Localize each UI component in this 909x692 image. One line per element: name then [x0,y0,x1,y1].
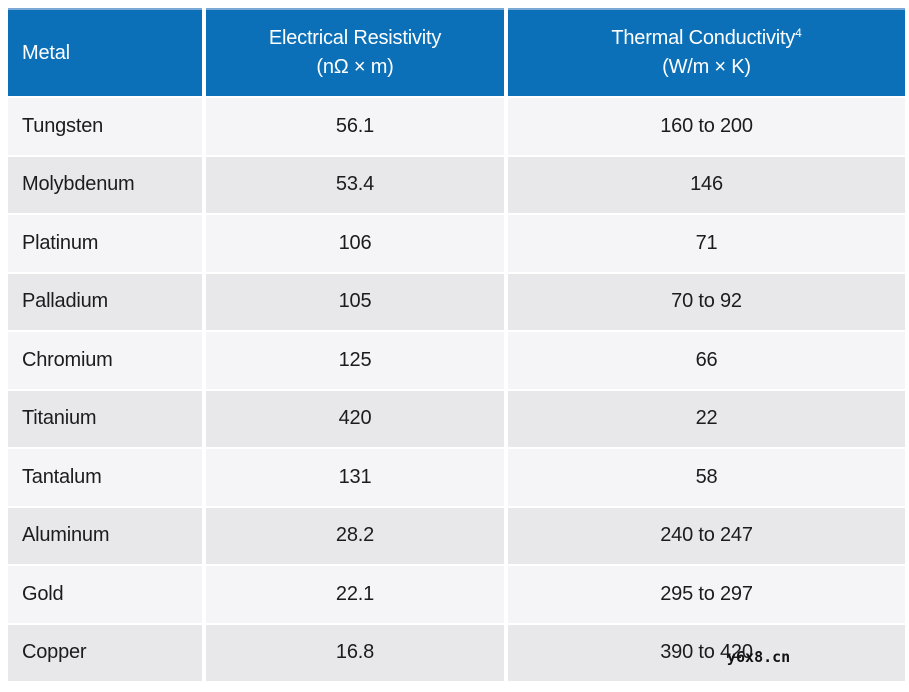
cell-resistivity: 22.1 [206,566,504,623]
table-row: Copper 16.8 390 to 420 [8,624,905,681]
cell-metal: Titanium [8,390,202,447]
cell-resistivity: 16.8 [206,624,504,681]
cell-resistivity: 105 [206,273,504,330]
cell-resistivity: 106 [206,215,504,272]
header-cell-conductivity: Thermal Conductivity4 (W/m × K) [508,8,905,96]
cell-conductivity: 390 to 420 [508,624,905,681]
cell-metal: Gold [8,566,202,623]
cell-metal: Aluminum [8,507,202,564]
cell-metal: Tungsten [8,98,202,155]
header-cell-resistivity: Electrical Resistivity (nΩ × m) [206,8,504,96]
cell-resistivity: 131 [206,449,504,506]
cell-resistivity: 56.1 [206,98,504,155]
cell-metal: Palladium [8,273,202,330]
cell-metal: Chromium [8,332,202,389]
table-row: Titanium 420 22 [8,390,905,447]
cell-conductivity: 22 [508,390,905,447]
cell-conductivity: 295 to 297 [508,566,905,623]
cell-conductivity: 70 to 92 [508,273,905,330]
cell-conductivity: 66 [508,332,905,389]
header-unit-conductivity: (W/m × K) [662,56,751,78]
table-row: Gold 22.1 295 to 297 [8,566,905,623]
table-row: Palladium 105 70 to 92 [8,273,905,330]
table-row: Tantalum 131 58 [8,449,905,506]
header-label-metal: Metal [22,41,70,64]
cell-resistivity: 420 [206,390,504,447]
table-row: Molybdenum 53.4 146 [8,156,905,213]
cell-metal: Tantalum [8,449,202,506]
cell-conductivity: 58 [508,449,905,506]
footnote-marker: 4 [795,26,802,40]
table-header-row: Metal Electrical Resistivity (nΩ × m) Th… [8,8,905,96]
table-row: Aluminum 28.2 240 to 247 [8,507,905,564]
cell-metal: Platinum [8,215,202,272]
header-label-conductivity: Thermal Conductivity4 [611,26,802,49]
table-body: Tungsten 56.1 160 to 200 Molybdenum 53.4… [8,98,905,681]
cell-conductivity: 160 to 200 [508,98,905,155]
watermark: y6x8.cn [727,648,791,666]
header-cell-metal: Metal [8,8,202,96]
header-label-resistivity: Electrical Resistivity [268,27,442,49]
cell-metal: Molybdenum [8,156,202,213]
metal-properties-table: Metal Electrical Resistivity (nΩ × m) Th… [8,8,905,681]
cell-resistivity: 53.4 [206,156,504,213]
table-row: Chromium 125 66 [8,332,905,389]
table-row: Platinum 106 71 [8,215,905,272]
table-row: Tungsten 56.1 160 to 200 [8,98,905,155]
cell-resistivity: 125 [206,332,504,389]
cell-conductivity: 71 [508,215,905,272]
cell-metal: Copper [8,624,202,681]
header-unit-resistivity: (nΩ × m) [316,56,394,78]
cell-conductivity: 240 to 247 [508,507,905,564]
cell-resistivity: 28.2 [206,507,504,564]
cell-conductivity: 146 [508,156,905,213]
